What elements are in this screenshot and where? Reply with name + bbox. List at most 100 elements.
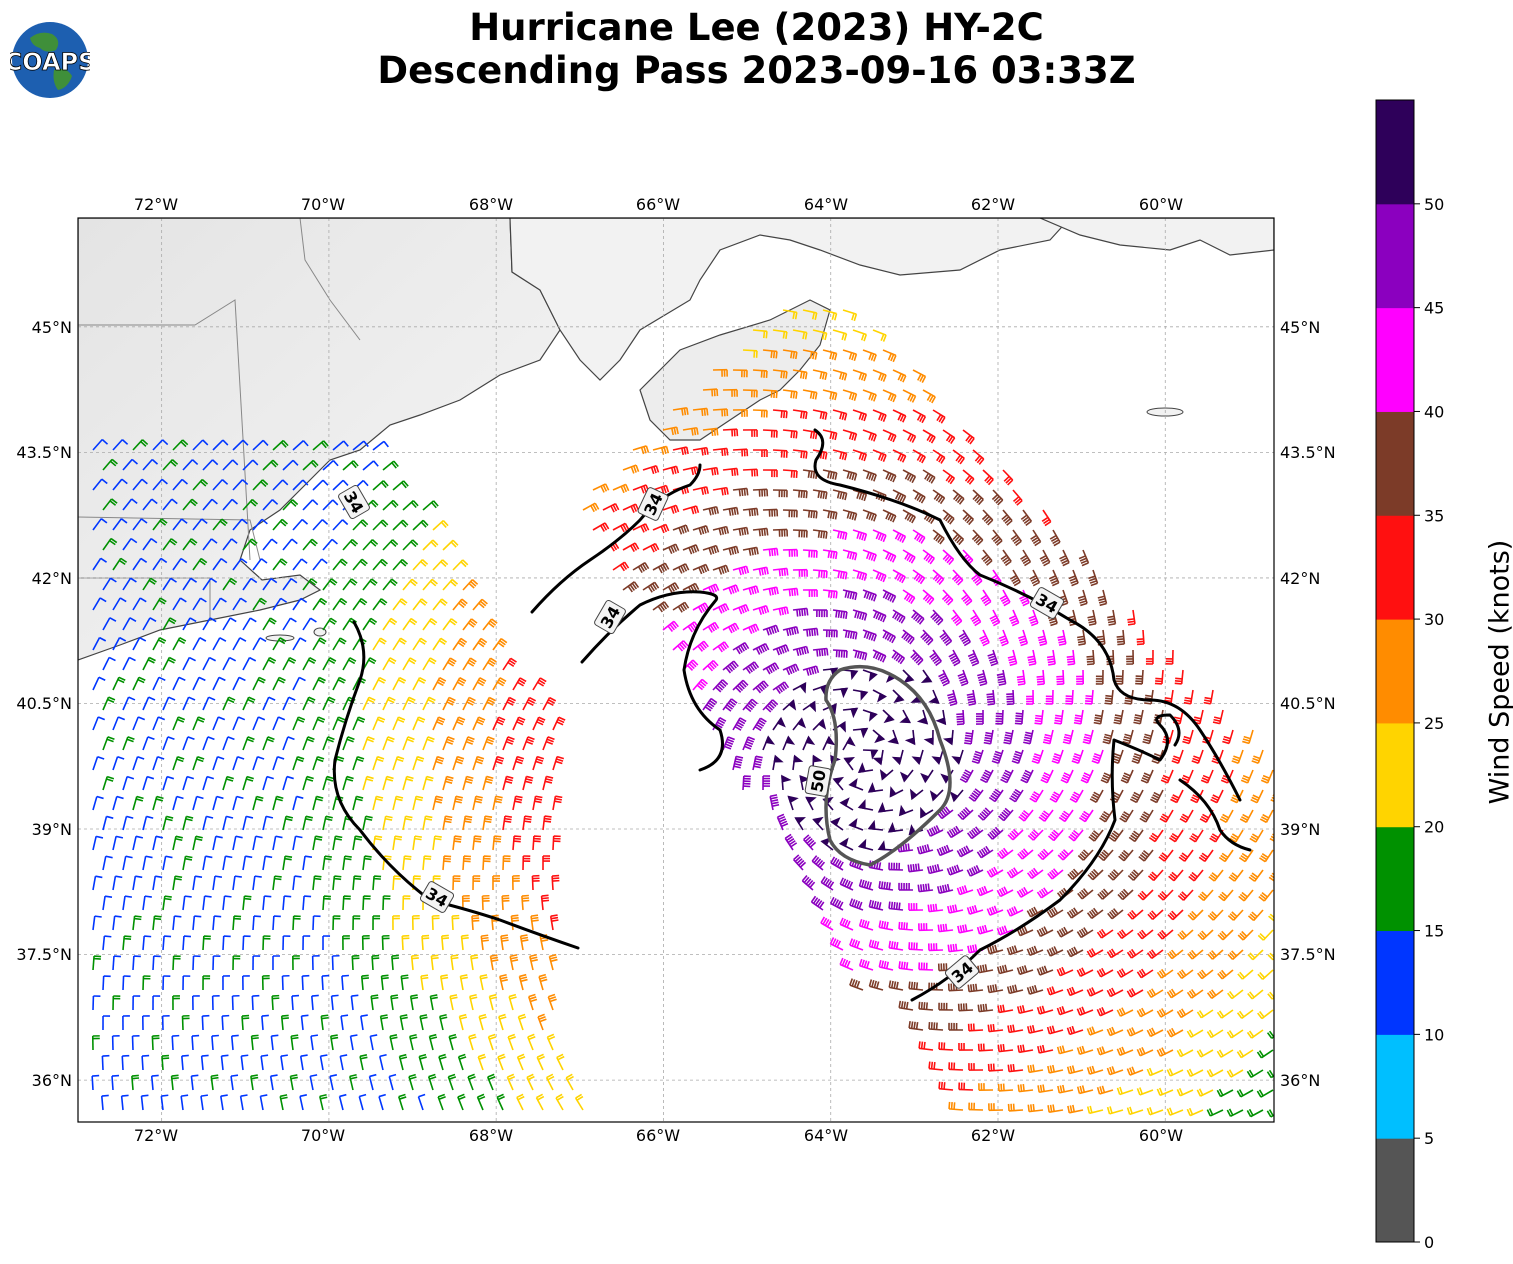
wind-barb [971,749,984,765]
wind-barb [1091,749,1104,764]
wind-barb [382,460,399,471]
wind-barb [442,657,457,671]
wind-barb [221,1014,230,1031]
wind-barb [322,538,338,551]
wind-barb [182,895,192,911]
wind-barb [432,716,446,731]
wind-barb [480,934,489,951]
wind-barb [1197,889,1214,902]
wind-barb [332,519,349,531]
wind-barb [192,637,207,651]
wind-barb [112,597,127,611]
wind-barb [522,736,535,751]
wind-barb [439,974,449,991]
wind-barb [112,755,125,771]
wind-barb [299,1094,308,1111]
lat-tick: 36°N [32,1071,72,1090]
wind-barb [102,577,117,591]
wind-barb [547,993,557,1011]
wind-barb [122,577,137,591]
wind-barb [899,709,912,724]
wind-barb [412,637,427,651]
wind-barb [958,1043,974,1051]
wind-barb [111,1035,120,1051]
wind-barb [309,1074,318,1091]
wind-barb [482,855,491,871]
wind-barb [152,995,161,1011]
wind-barb [419,1014,428,1031]
wind-barb [170,1074,179,1091]
wind-barb [920,629,934,646]
wind-barb [857,762,874,774]
wind-barb [332,716,346,731]
wind-barb [1068,829,1084,842]
wind-barb [472,795,483,811]
wind-barb [922,389,936,404]
wind-barb [987,984,1004,994]
wind-barb [946,825,964,839]
wind-barb [192,955,201,971]
wind-barb [842,469,858,481]
wind-barb [382,617,398,631]
wind-barb [1002,469,1014,486]
wind-barb [752,680,769,694]
wind-barb [1127,869,1144,881]
lat-tick: 36°N [1280,1071,1320,1090]
wind-barb [1168,869,1184,882]
wind-barb [1258,889,1274,902]
wind-barb [402,617,418,631]
wind-barb [979,629,990,647]
wind-barb [1228,869,1244,882]
wind-barb [402,500,419,511]
wind-barb [682,426,699,436]
wind-barb [132,716,146,731]
wind-barb [261,975,270,991]
wind-barb [172,557,188,571]
wind-barb [402,539,419,551]
wind-barb [362,815,373,831]
wind-barb [574,1093,584,1111]
wind-barb [822,509,838,520]
wind-barb [300,1014,309,1031]
wind-barb [1231,749,1244,764]
wind-barb [868,899,884,911]
lat-tick: 42°N [1280,569,1320,588]
wind-barb [102,1015,111,1031]
wind-barb [712,603,730,614]
wind-barb [432,755,445,771]
wind-barb [1268,913,1274,922]
wind-barb [282,935,291,951]
wind-barb [1227,909,1244,921]
wind-barb [252,518,268,531]
wind-barb [1146,988,1164,999]
wind-barb [372,875,382,891]
wind-barb [272,558,288,571]
wind-barb [812,718,827,731]
wind-barb [222,935,231,951]
wind-barb [172,875,183,891]
wind-barb [1246,1108,1264,1118]
wind-barb [1219,809,1234,823]
wind-barb [1217,969,1234,980]
wind-barb [957,924,974,934]
lon-tick: 60°W [1139,1126,1183,1145]
wind-barb [742,389,758,398]
wind-barb [470,954,479,971]
wind-barb [898,961,914,971]
contour-34-west [332,620,580,950]
wind-barb [502,775,514,791]
wind-barb [1036,887,1054,899]
wind-barb [202,498,218,511]
wind-barb [232,518,248,531]
wind-barb [252,716,266,731]
wind-barb [1036,965,1054,976]
wind-barb [349,1073,358,1091]
wind-barb [292,440,309,451]
wind-barb [1054,709,1064,725]
wind-barb [368,1073,377,1091]
wind-barb [211,1034,219,1051]
wind-barb [904,729,916,746]
wind-barb [462,696,476,711]
wind-barb [872,569,887,583]
wind-barb [402,815,413,831]
